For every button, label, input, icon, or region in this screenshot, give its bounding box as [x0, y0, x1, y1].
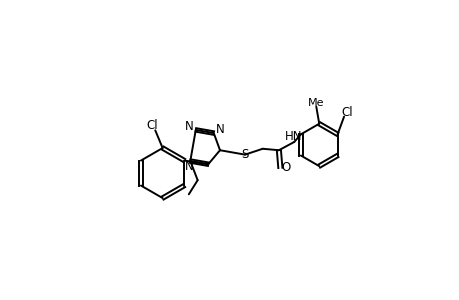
Text: Cl: Cl — [341, 106, 352, 119]
Text: Cl: Cl — [146, 119, 158, 132]
Text: S: S — [241, 148, 248, 161]
Text: N: N — [215, 123, 224, 136]
Text: N: N — [185, 120, 193, 133]
Text: Me: Me — [308, 98, 324, 107]
Text: O: O — [280, 161, 290, 174]
Text: HN: HN — [284, 130, 302, 143]
Text: N: N — [184, 160, 193, 173]
